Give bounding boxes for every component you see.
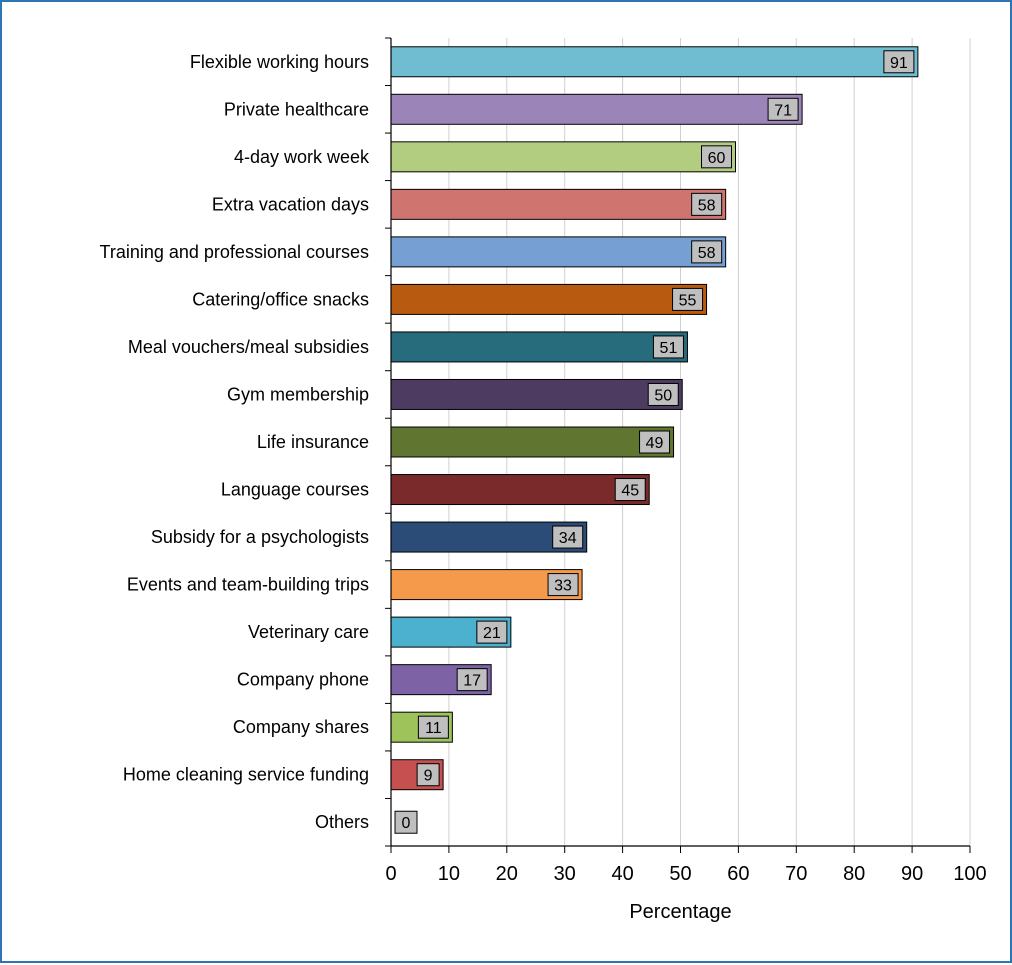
data-label: 71 xyxy=(774,102,792,119)
data-label: 55 xyxy=(679,292,697,309)
data-label: 50 xyxy=(654,387,672,404)
data-label: 49 xyxy=(646,435,664,452)
bar xyxy=(390,331,688,363)
category-label: Life insurance xyxy=(257,432,369,452)
data-label-box xyxy=(701,145,733,169)
bar xyxy=(390,236,727,268)
category-label: Gym membership xyxy=(227,384,369,404)
x-tick-label: 90 xyxy=(901,863,923,885)
category-label: Home cleaning service funding xyxy=(123,765,369,785)
bar xyxy=(390,378,683,410)
category-label: Subsidy for a psychologists xyxy=(151,527,369,547)
data-label-box xyxy=(691,192,723,216)
bar xyxy=(390,93,803,125)
data-label: 17 xyxy=(463,673,481,690)
category-label: Veterinary care xyxy=(248,622,369,642)
bar xyxy=(390,474,650,506)
x-axis-title: Percentage xyxy=(629,901,731,923)
category-label: Training and professional courses xyxy=(100,242,369,262)
category-label: Catering/office snacks xyxy=(192,289,369,309)
data-label-box xyxy=(417,715,449,739)
category-label: Language courses xyxy=(221,480,369,500)
x-tick-label: 30 xyxy=(554,863,576,885)
bar xyxy=(390,141,737,173)
data-label: 58 xyxy=(698,245,716,262)
data-label: 91 xyxy=(890,55,908,72)
category-label: 4-day work week xyxy=(234,147,370,167)
data-label: 0 xyxy=(402,815,411,832)
category-label: Events and team-building trips xyxy=(127,575,369,595)
x-tick-label: 70 xyxy=(785,863,807,885)
data-label-box xyxy=(456,668,488,692)
data-label: 21 xyxy=(483,625,501,642)
data-label-box xyxy=(883,50,915,74)
category-label: Company phone xyxy=(237,670,369,690)
data-label-box xyxy=(614,478,646,502)
data-label-box xyxy=(691,240,723,264)
bar xyxy=(390,426,675,458)
category-label: Flexible working hours xyxy=(190,52,369,72)
x-tick-label: 100 xyxy=(953,863,986,885)
category-label: Company shares xyxy=(233,717,369,737)
x-tick-label: 50 xyxy=(669,863,691,885)
data-label-box xyxy=(647,382,679,406)
data-label-box xyxy=(652,335,684,359)
x-tick-label: 40 xyxy=(611,863,633,885)
data-label: 45 xyxy=(621,483,639,500)
data-label: 58 xyxy=(698,197,716,214)
data-label: 34 xyxy=(559,530,577,547)
x-tick-label: 60 xyxy=(727,863,749,885)
bar xyxy=(390,46,919,78)
category-label: Others xyxy=(315,812,369,832)
data-label: 51 xyxy=(660,340,678,357)
data-label-box xyxy=(552,525,584,549)
x-tick-label: 10 xyxy=(438,863,460,885)
data-label: 60 xyxy=(708,150,726,167)
data-label: 11 xyxy=(425,720,442,737)
bar xyxy=(390,188,727,220)
data-label-box xyxy=(547,573,579,597)
axes xyxy=(385,37,971,853)
data-label-box xyxy=(639,430,671,454)
data-label-box xyxy=(767,97,799,121)
data-label-box xyxy=(394,810,418,834)
data-label-box xyxy=(476,620,508,644)
category-label: Extra vacation days xyxy=(212,194,369,214)
x-tick-label: 20 xyxy=(496,863,518,885)
bar xyxy=(390,283,708,315)
category-label: Meal vouchers/meal subsidies xyxy=(128,337,369,357)
category-label: Private healthcare xyxy=(224,99,369,119)
data-label-box xyxy=(672,287,704,311)
data-label: 9 xyxy=(424,768,433,785)
x-tick-label: 0 xyxy=(385,863,396,885)
gridlines xyxy=(448,38,971,846)
data-label-box xyxy=(416,763,440,787)
data-label: 33 xyxy=(554,578,572,595)
x-tick-label: 80 xyxy=(843,863,865,885)
